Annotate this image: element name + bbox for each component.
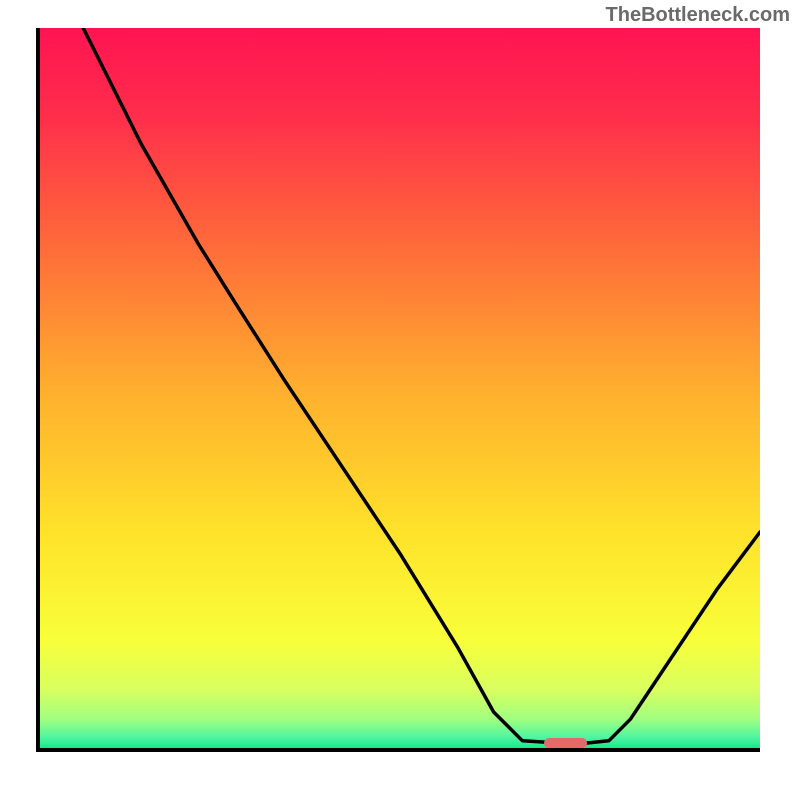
plot-area	[40, 28, 760, 748]
chart-container: TheBottleneck.com	[0, 0, 800, 800]
curve-line	[40, 28, 760, 748]
watermark-text: TheBottleneck.com	[606, 4, 790, 27]
x-axis	[40, 748, 760, 752]
y-axis	[36, 28, 40, 752]
optimal-marker	[544, 738, 587, 749]
